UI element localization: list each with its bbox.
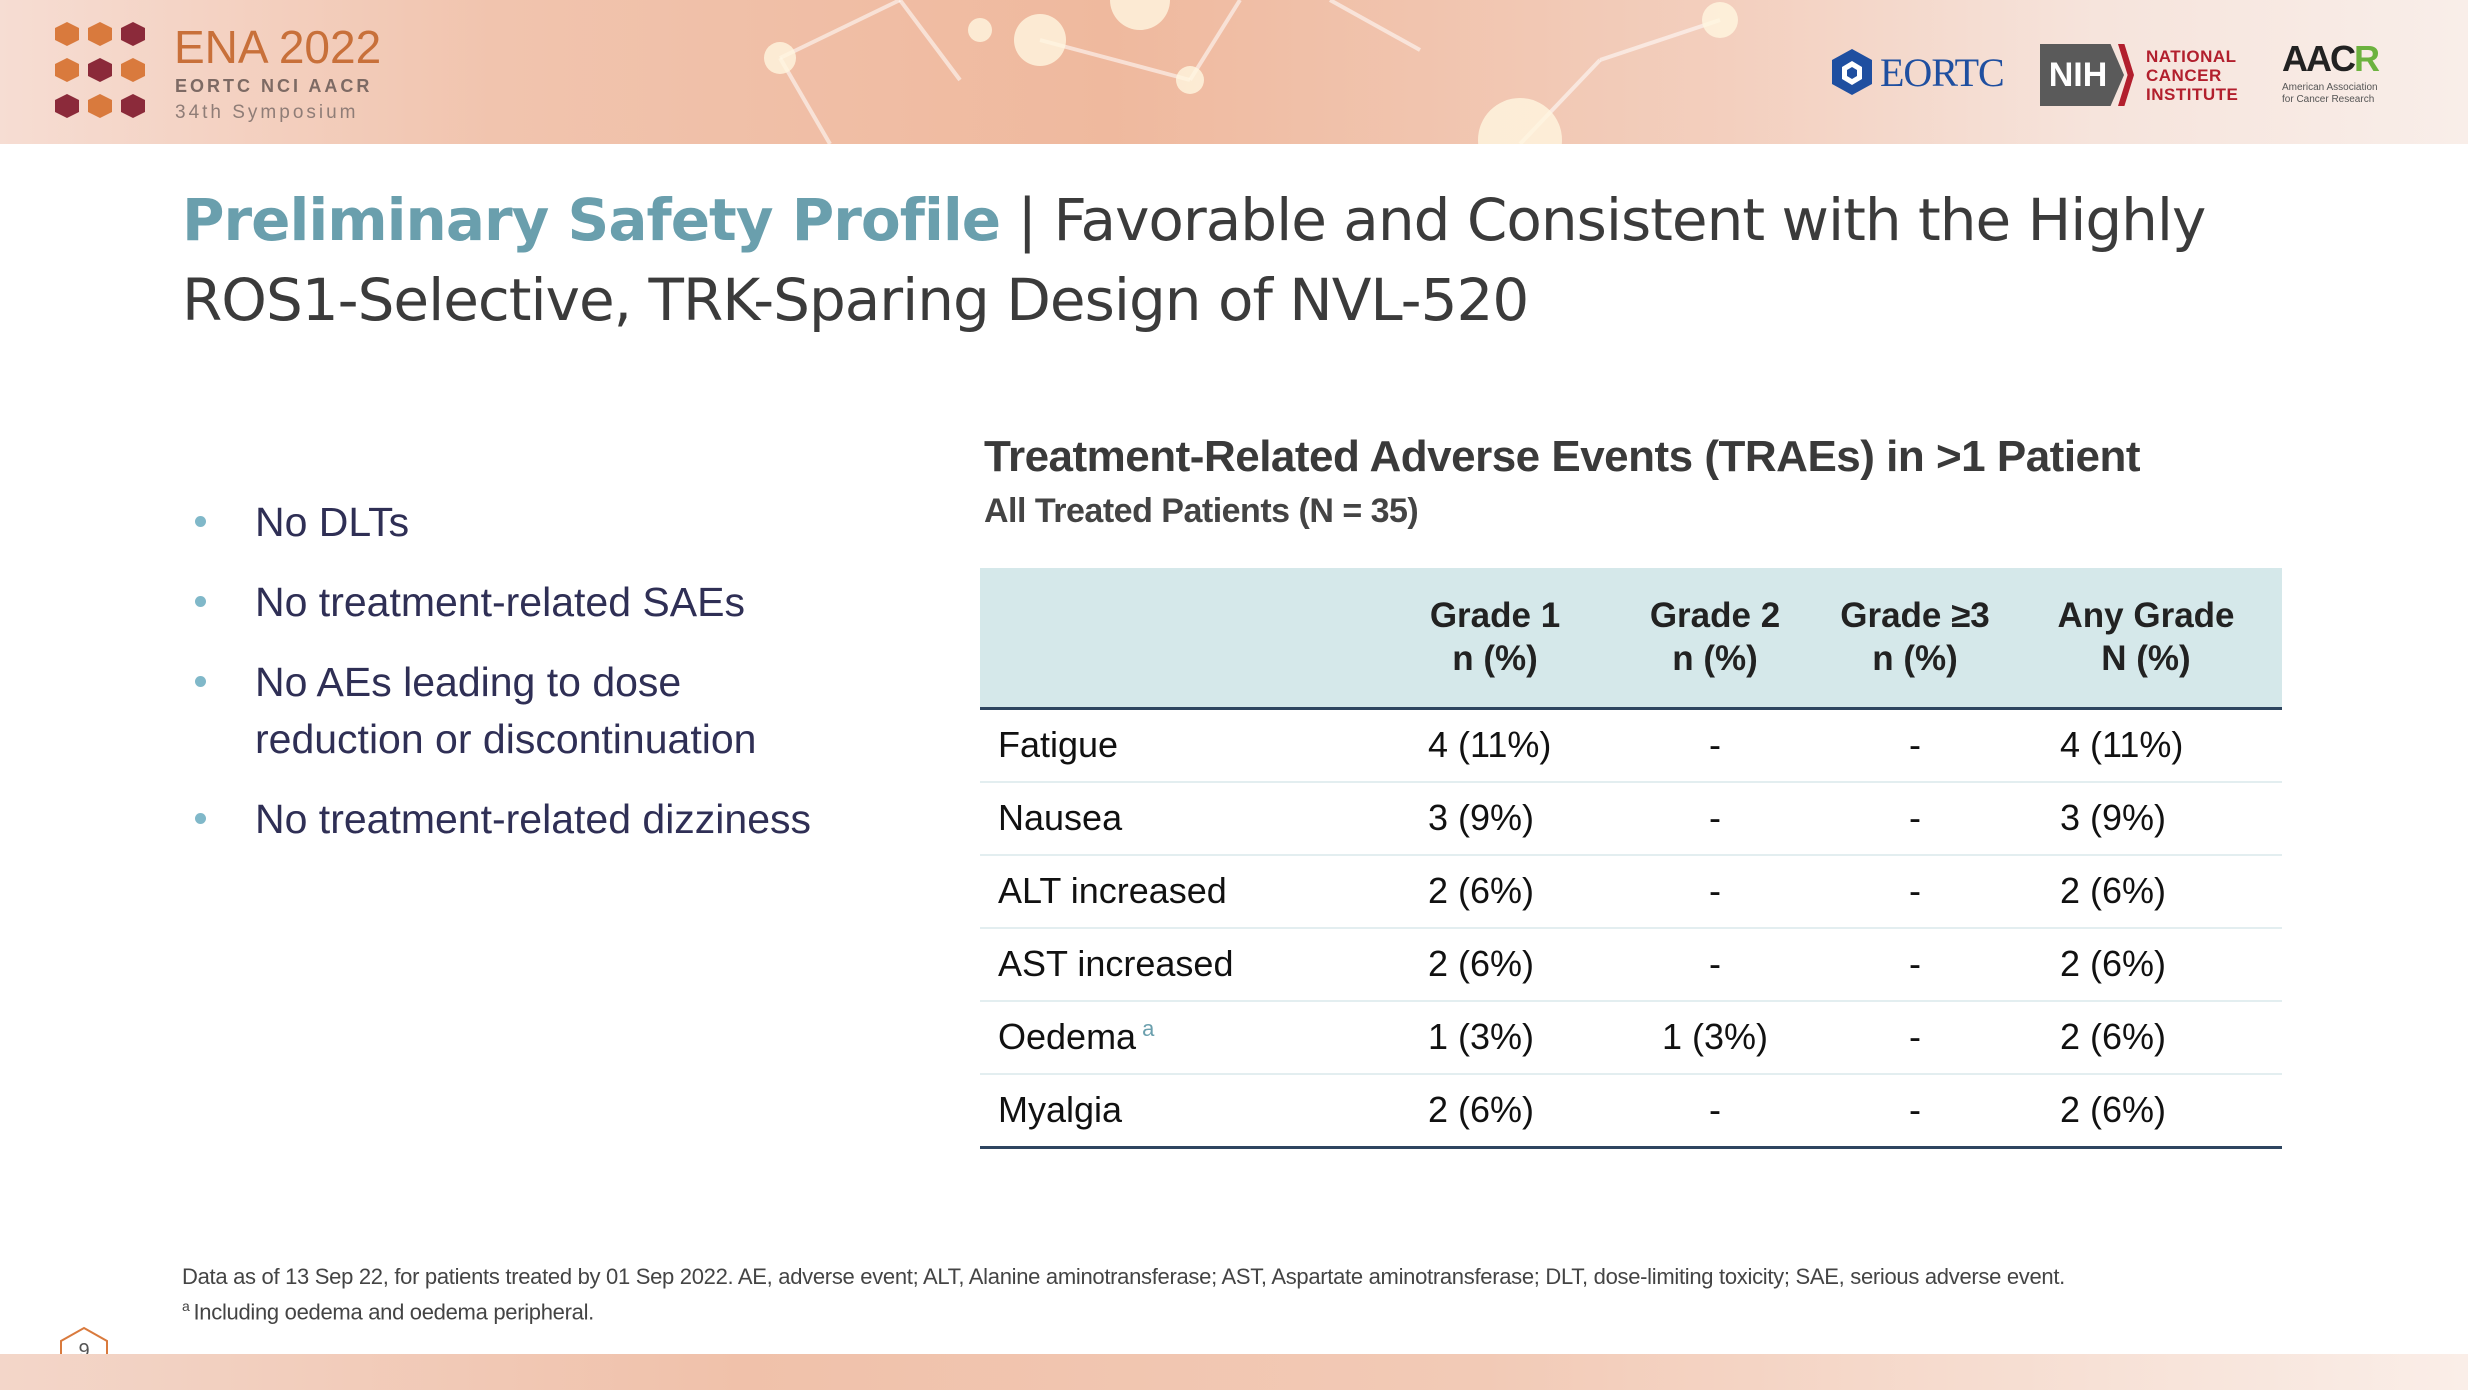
slide-title-accent: Preliminary Safety Profile [182,186,1001,254]
cell-any-grade: 2 (6%) [2010,927,2282,1002]
nci-logo: NIH NATIONAL CANCER INSTITUTE [2040,44,2238,106]
table-row: AST increased 2 (6%) - - 2 (6%) [980,927,2282,1002]
event-edition: 34th Symposium [175,102,359,123]
cell-event: ALT increased [980,854,1380,929]
cell-event: Oedema a [980,1000,1380,1075]
table-row: Fatigue 4 (11%) - - 4 (11%) [980,708,2282,783]
cell-any-grade: 2 (6%) [2010,1073,2282,1149]
cell-grade1: 1 (3%) [1380,1000,1610,1075]
footer-band [0,1354,2468,1390]
table-row: Oedema a 1 (3%) 1 (3%) - 2 (6%) [980,1000,2282,1075]
column-header-grade3plus: Grade ≥3 n (%) [1820,568,2010,710]
cell-grade1: 2 (6%) [1380,854,1610,929]
cell-grade2: - [1610,854,1820,929]
cell-event: Fatigue [980,708,1380,783]
nih-box: NIH [2040,44,2124,106]
eortc-cube-icon [1832,49,1872,95]
table-row: ALT increased 2 (6%) - - 2 (6%) [980,854,2282,929]
cell-event: AST increased [980,927,1380,1002]
cell-any-grade: 3 (9%) [2010,781,2282,856]
aacr-logo: AACR American Association for Cancer Res… [2282,38,2412,106]
ena-hexagon-logo [55,22,145,118]
cell-event: Nausea [980,781,1380,856]
bullet-item: No treatment-related SAEs [195,574,895,631]
cell-grade1: 4 (11%) [1380,708,1610,783]
event-organizations: EORTC NCI AACR [175,76,373,96]
page-number: 9 [78,1340,90,1362]
footnote-oedema: a Including oedema and oedema peripheral. [182,1298,594,1325]
bullet-item: No treatment-related dizziness [195,791,895,848]
footnote-data-cutoff: Data as of 13 Sep 22, for patients treat… [182,1264,2065,1289]
slide-title-separator: | [1000,186,1054,254]
cell-event: Myalgia [980,1073,1380,1149]
bullet-dot-icon [195,516,206,527]
cell-grade1: 2 (6%) [1380,927,1610,1002]
cell-grade2: 1 (3%) [1610,1000,1820,1075]
table-subtitle: All Treated Patients (N = 35) [984,492,1419,530]
cell-any-grade: 2 (6%) [2010,854,2282,929]
nci-wordmark: NATIONAL CANCER INSTITUTE [2146,46,2239,104]
column-header-any-grade: Any Grade N (%) [2010,568,2282,710]
bullet-dot-icon [195,813,206,824]
bullet-dot-icon [195,596,206,607]
cell-grade1: 3 (9%) [1380,781,1610,856]
cell-grade3plus: - [1820,708,2010,783]
cell-grade1: 2 (6%) [1380,1073,1610,1149]
table-row: Myalgia 2 (6%) - - 2 (6%) [980,1073,2282,1149]
event-name: ENA 2022 [174,21,382,73]
cell-grade2: - [1610,708,1820,783]
cell-grade3plus: - [1820,927,2010,1002]
bullet-dot-icon [195,676,206,687]
slide-title-rest: Favorable and Consistent with the Highly… [182,186,2206,334]
table-title: Treatment-Related Adverse Events (TRAEs)… [984,432,2141,481]
cell-any-grade: 2 (6%) [2010,1000,2282,1075]
bullet-item: No DLTs [195,494,895,551]
cell-grade3plus: - [1820,854,2010,929]
cell-grade2: - [1610,927,1820,1002]
cell-grade3plus: - [1820,1073,2010,1149]
eortc-wordmark: EORTC [1880,49,2005,95]
cell-grade3plus: - [1820,781,2010,856]
aacr-subtitle: American Association for Cancer Research [2282,82,2378,105]
cell-grade2: - [1610,781,1820,856]
table-row: Nausea 3 (9%) - - 3 (9%) [980,781,2282,856]
footnote-marker: a [1142,1016,1155,1041]
eortc-logo: EORTC [1830,44,2005,100]
header-banner: ENA 2022 EORTC NCI AACR 34th Symposium E… [0,0,2468,144]
slide-title: Preliminary Safety Profile | Favorable a… [182,180,2302,340]
bullet-item: No AEs leading to dose reduction or disc… [195,654,815,768]
cell-any-grade: 4 (11%) [2010,708,2282,783]
cell-grade2: - [1610,1073,1820,1149]
key-findings-list: No DLTs No treatment-related SAEs No AEs… [195,494,895,871]
molecule-network-decoration [764,0,1738,144]
cell-grade3plus: - [1820,1000,2010,1075]
column-header-event [980,568,1380,710]
aacr-wordmark: AACR [2282,38,2380,79]
